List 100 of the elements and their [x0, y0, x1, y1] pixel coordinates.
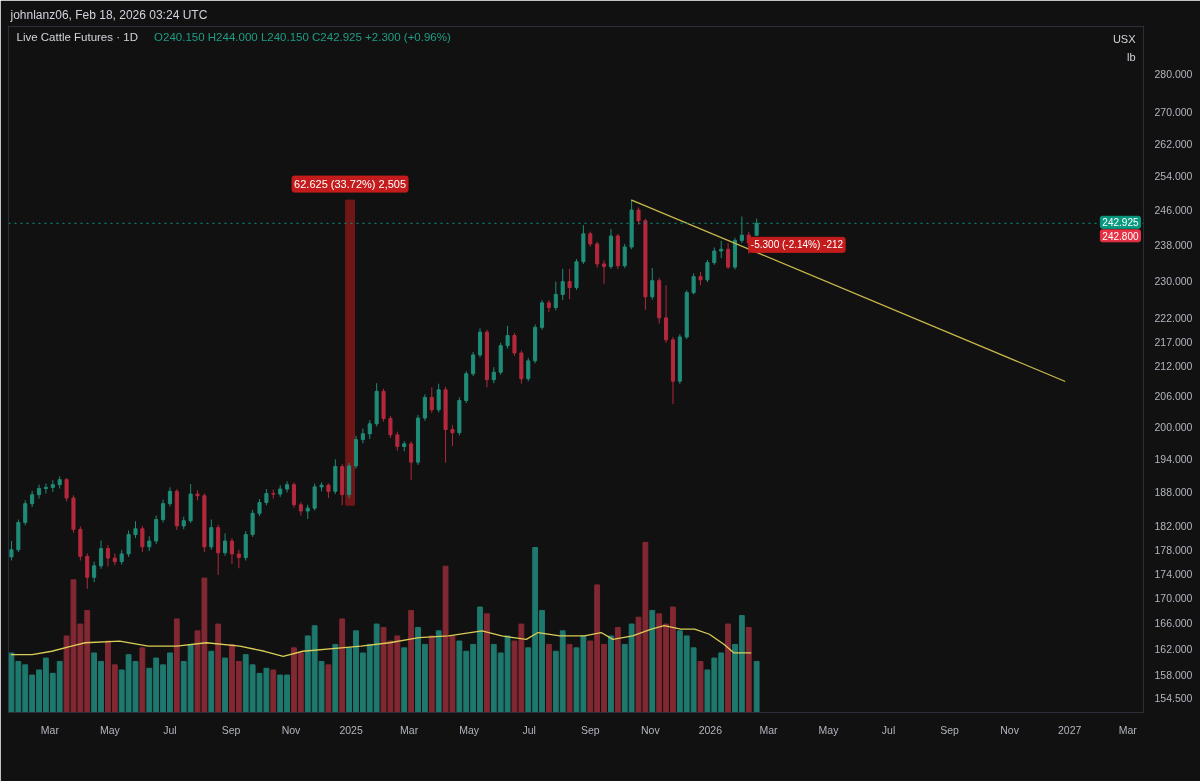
bar — [270, 669, 277, 713]
bar — [408, 609, 415, 713]
candlestick — [167, 486, 172, 507]
y-tick-label: 238.000 — [1154, 238, 1193, 251]
bar — [546, 643, 552, 713]
y-tick-label: 230.000 — [1154, 274, 1193, 287]
y-tick-label: 262.000 — [1154, 137, 1193, 150]
candlestick — [291, 481, 297, 509]
y-tick-label: 212.000 — [1154, 360, 1193, 373]
y-tick-label: 270.000 — [1154, 106, 1193, 119]
bar — [428, 635, 435, 713]
x-tick-label: Mar — [1118, 723, 1138, 736]
x-tick-label: Sep — [580, 723, 600, 736]
x-tick-label: Mar — [400, 723, 419, 736]
bar — [325, 664, 332, 713]
bar — [608, 635, 614, 713]
candlestick — [422, 393, 427, 422]
y-tick-label: 222.000 — [1154, 311, 1193, 324]
candlestick — [285, 480, 290, 493]
x-tick-label: Nov — [1000, 723, 1020, 736]
x-tick-label: Nov — [640, 723, 661, 736]
candlestick — [92, 561, 97, 583]
annotation: 242.800 — [1102, 230, 1139, 242]
candlestick — [691, 272, 696, 295]
y-tick-label: 188.000 — [1154, 486, 1193, 499]
candlestick — [312, 483, 317, 511]
bar — [401, 647, 408, 713]
candlestick — [505, 325, 510, 350]
x-tick-label: May — [459, 723, 480, 736]
x-tick-label: Jul — [881, 723, 896, 736]
bar — [566, 643, 573, 713]
y-tick-label: 166.000 — [1154, 617, 1193, 630]
candlestick — [367, 419, 372, 440]
candlestick — [395, 431, 400, 452]
candlestick — [236, 549, 241, 569]
bar — [339, 618, 346, 713]
y-tick-label: 280.000 — [1154, 68, 1193, 81]
candlestick — [602, 259, 607, 285]
y-axis-title: USX lb — [1112, 32, 1137, 63]
candlestick — [23, 499, 28, 526]
text: johnlanz06, Feb 18, 2026 03:24 UTC — [9, 7, 208, 22]
candlestick — [512, 332, 517, 357]
candlestick — [560, 268, 565, 301]
bar — [215, 623, 222, 713]
y-tick-label: 217.000 — [1154, 335, 1193, 348]
bar — [745, 626, 752, 713]
bar — [614, 626, 621, 713]
y-tick-label: 154.500 — [1154, 692, 1193, 705]
y-tick-label: 158.000 — [1154, 668, 1193, 681]
y-tick-label: 246.000 — [1154, 204, 1193, 217]
candlestick — [622, 243, 627, 269]
candlestick — [650, 267, 655, 301]
candlestick — [243, 530, 248, 561]
candlestick — [209, 519, 214, 551]
data-label: 62.625 (33.72%) 2,505 — [294, 178, 407, 191]
candlestick — [161, 499, 166, 523]
bar — [139, 647, 146, 713]
candlestick — [126, 530, 131, 558]
y-tick-label: 178.000 — [1154, 543, 1193, 556]
ref-line-label: 242.925 — [1102, 217, 1139, 229]
x-tick-label: 2027 — [1057, 723, 1082, 736]
x-tick-label: May — [99, 723, 121, 736]
candlestick — [739, 216, 744, 244]
candlestick — [567, 268, 572, 300]
candlestick — [229, 537, 235, 565]
x-tick-label: Sep — [221, 723, 241, 736]
candlestick — [36, 484, 42, 500]
candlestick — [98, 539, 104, 570]
x-tick-label: May — [818, 723, 840, 736]
y-tick-label: 206.000 — [1154, 390, 1193, 403]
x-tick-label: 2026 — [698, 723, 723, 736]
candlestick — [223, 532, 228, 557]
bar — [332, 643, 339, 713]
candlestick — [85, 552, 90, 590]
candlestick — [429, 386, 434, 414]
candlestick — [450, 424, 455, 447]
chart-title: Live Cattle Futures · 1D — [16, 30, 138, 43]
candlestick — [409, 440, 414, 481]
y-tick-label: 194.000 — [1154, 453, 1193, 466]
candlestick — [546, 299, 551, 313]
y-tick-label: 170.000 — [1154, 592, 1193, 605]
x-tick-label: Jul — [522, 723, 536, 736]
bar — [725, 623, 731, 713]
x-tick-label: Sep — [940, 723, 960, 736]
bar — [208, 650, 215, 713]
candlestick — [388, 415, 393, 439]
candlestick — [705, 259, 710, 283]
bar — [649, 609, 656, 713]
bar — [435, 630, 442, 713]
x-tick-label: Mar — [40, 723, 60, 736]
candlestick — [140, 525, 145, 553]
candlestick — [360, 428, 365, 444]
x-tick-label: Mar — [759, 723, 778, 736]
bar — [173, 618, 180, 713]
annotation: -5.300 (-2.14%) -212 — [750, 239, 844, 251]
x-tick-label: Nov — [281, 723, 302, 736]
bar — [753, 660, 760, 713]
y-tick-label: 162.000 — [1154, 642, 1193, 655]
bar — [484, 613, 490, 713]
candlestick — [471, 351, 476, 377]
